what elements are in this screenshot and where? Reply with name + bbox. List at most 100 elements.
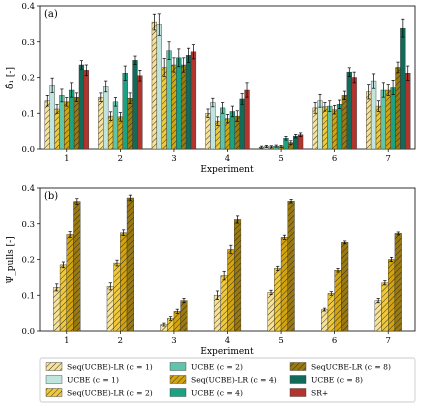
bar-hatch-a: [288, 142, 294, 149]
legend-swatch-hatch: [46, 388, 62, 397]
bar-a: [346, 71, 352, 150]
y-tick-label-a: 0.4: [21, 2, 35, 12]
bar-hatch-a: [98, 97, 104, 149]
x-tick-label-b: 3: [171, 336, 176, 346]
bar-hatch-a: [44, 100, 50, 149]
bar-hatch-b: [341, 242, 349, 331]
bar-hatch-b: [173, 311, 181, 331]
bar-hatch-b: [374, 300, 382, 331]
bar-a: [239, 98, 245, 150]
x-ticks-b: 1 2 3 4 5 6 7: [64, 331, 391, 346]
bar-hatch-b: [66, 234, 74, 331]
legend-label: SR+: [311, 389, 328, 398]
x-tick-label-a: 4: [225, 154, 230, 164]
x-axis-label-a: Experiment: [200, 165, 254, 175]
legend-label: Seq(UCBE)-LR (c = 1): [67, 363, 153, 372]
bar-a: [132, 60, 138, 150]
panel-label-a: (a): [44, 9, 58, 20]
x-tick-label-a: 2: [118, 154, 123, 164]
y-tick-label-a: 0.1: [21, 109, 35, 119]
bar-a: [370, 80, 377, 150]
bar-hatch-b: [394, 233, 402, 331]
x-tick-label-b: 2: [118, 336, 123, 346]
bar-a: [156, 24, 162, 150]
y-tick-label-a: 0.0: [21, 145, 35, 155]
bar-a: [380, 89, 386, 150]
bar-a: [400, 27, 406, 150]
bar-hatch-b: [234, 219, 241, 331]
bars-b: [53, 194, 402, 332]
bar-hatch-b: [214, 295, 221, 331]
legend-swatch: [169, 362, 187, 371]
legend-swatch-hatch: [290, 362, 306, 371]
x-tick-label-a: 3: [171, 154, 176, 164]
y-tick-label-b: 0.3: [21, 220, 35, 230]
bar-a: [69, 89, 75, 150]
bar-hatch-b: [227, 249, 235, 331]
bar-a: [176, 57, 182, 150]
y-tick-label-b: 0.2: [21, 256, 35, 266]
legend-swatch: [169, 388, 187, 397]
y-axis-label-b: Ψ_pulls [-]: [6, 236, 16, 283]
bar-hatch-a: [341, 95, 347, 149]
x-axis-label-b: Experiment: [200, 347, 254, 357]
bar-a: [327, 105, 333, 150]
bar-a: [78, 64, 85, 150]
bar-hatch-a: [215, 121, 221, 149]
bar-hatch-b: [106, 286, 114, 331]
legend-frame: [39, 357, 416, 403]
bar-a: [297, 134, 304, 150]
bar-a: [210, 102, 216, 150]
panel-a: (a) δ̂₁ [-] Experiment 0.0 0.1 0.2 0.3 0.4 1…: [5, 2, 416, 175]
legend: Seq(UCBE)-LR (c = 1) UCBE (c = 1) Seq(UCBE…: [39, 357, 416, 403]
bar-hatch-b: [267, 292, 275, 331]
bar-hatch-a: [171, 64, 177, 149]
legend-swatch: [289, 375, 307, 384]
bar-a: [351, 77, 357, 150]
bar-hatch-a: [225, 118, 230, 149]
bar-a: [112, 101, 119, 150]
bar-hatch-b: [180, 300, 188, 331]
bar-hatch-a: [234, 116, 240, 149]
bar-a: [137, 75, 143, 150]
y-ticks-b: 0.0 0.1 0.2 0.3 0.4: [21, 184, 40, 337]
x-tick-label-a: 1: [64, 154, 69, 164]
legend-label: UCBE (c = 2): [191, 363, 243, 372]
bar-hatch-b: [281, 237, 288, 331]
y-tick-label-a: 0.3: [21, 38, 35, 48]
bar-hatch-b: [167, 318, 174, 331]
y-ticks-a: 0.0 0.1 0.2 0.3 0.4: [21, 2, 40, 155]
bar-hatch-a: [74, 97, 79, 149]
x-tick-label-b: 6: [332, 336, 337, 346]
y-tick-label-a: 0.2: [21, 74, 35, 84]
x-tick-label-a: 7: [386, 154, 391, 164]
bar-hatch-a: [151, 22, 157, 149]
legend-label: SeqUCBE-LR (c = 8): [311, 363, 391, 372]
bar-hatch-a: [385, 90, 391, 149]
bar-hatch-a: [366, 91, 372, 149]
legend-label: UCBE (c = 4): [191, 389, 243, 398]
legend-swatch-hatch: [170, 375, 186, 384]
bar-hatch-b: [53, 287, 61, 331]
bar-hatch-b: [220, 275, 228, 331]
bar-a: [49, 85, 55, 150]
x-tick-label-b: 1: [64, 336, 69, 346]
y-tick-label-b: 0.0: [21, 327, 35, 337]
bar-hatch-a: [332, 109, 338, 149]
bar-a: [317, 100, 323, 150]
bar-hatch-b: [274, 268, 282, 331]
bar-a: [103, 86, 109, 150]
bar-hatch-a: [395, 67, 401, 149]
bar-hatch-a: [108, 116, 114, 149]
bar-hatch-b: [60, 264, 67, 331]
y-tick-label-b: 0.1: [21, 291, 35, 301]
legend-label: Seq(UCBE)-LR (c = 4): [191, 376, 277, 385]
bar-hatch-a: [64, 101, 70, 149]
bar-hatch-a: [54, 108, 60, 149]
bar-hatch-b: [113, 263, 121, 331]
bar-hatch-b: [120, 232, 128, 331]
bar-hatch-a: [181, 64, 187, 149]
bar-a: [83, 70, 89, 150]
bar-hatch-a: [312, 107, 318, 149]
bar-a: [166, 50, 172, 150]
